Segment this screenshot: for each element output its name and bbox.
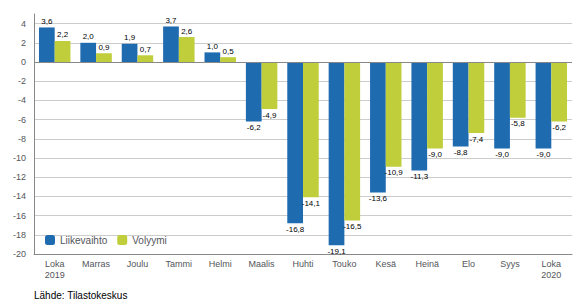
svg-text:Lähde: Tilastokeskus: Lähde: Tilastokeskus xyxy=(34,290,127,301)
svg-text:Joulu: Joulu xyxy=(127,259,149,269)
svg-text:2: 2 xyxy=(21,38,26,48)
svg-text:-14: -14 xyxy=(13,191,26,201)
svg-text:Touko: Touko xyxy=(332,259,356,269)
svg-text:0: 0 xyxy=(21,57,26,67)
svg-text:4: 4 xyxy=(21,19,26,29)
svg-text:-2: -2 xyxy=(18,76,26,86)
svg-text:-19,1: -19,1 xyxy=(327,247,346,256)
svg-text:-9,0: -9,0 xyxy=(495,150,509,159)
svg-text:Heinä: Heinä xyxy=(415,259,439,269)
svg-text:-4: -4 xyxy=(18,95,26,105)
svg-text:Loka: Loka xyxy=(542,259,562,269)
svg-text:1,9: 1,9 xyxy=(124,33,136,42)
svg-text:-18: -18 xyxy=(13,230,26,240)
svg-text:Elo: Elo xyxy=(462,259,475,269)
svg-text:2,2: 2,2 xyxy=(57,30,69,39)
svg-text:Helmi: Helmi xyxy=(209,259,232,269)
svg-text:-8,8: -8,8 xyxy=(454,148,468,157)
svg-text:3,7: 3,7 xyxy=(165,16,177,25)
svg-text:-6: -6 xyxy=(18,115,26,125)
svg-text:Marras: Marras xyxy=(82,259,111,269)
svg-text:-10,9: -10,9 xyxy=(385,168,404,177)
svg-text:-16,8: -16,8 xyxy=(286,225,305,234)
svg-text:-12: -12 xyxy=(13,172,26,182)
svg-text:Maalis: Maalis xyxy=(249,259,276,269)
svg-text:-20: -20 xyxy=(13,249,26,259)
svg-text:3,6: 3,6 xyxy=(41,17,53,26)
svg-text:-13,6: -13,6 xyxy=(369,194,388,203)
svg-text:-14,1: -14,1 xyxy=(302,199,321,208)
svg-text:2,6: 2,6 xyxy=(181,27,193,36)
svg-text:0,7: 0,7 xyxy=(140,45,152,54)
svg-text:-6,2: -6,2 xyxy=(552,123,566,132)
svg-text:-16,5: -16,5 xyxy=(343,222,362,231)
svg-text:-6,2: -6,2 xyxy=(247,123,261,132)
svg-text:2019: 2019 xyxy=(45,270,65,280)
svg-text:Liikevaihto: Liikevaihto xyxy=(60,235,108,246)
svg-text:2,0: 2,0 xyxy=(83,32,95,41)
svg-text:Volyymi: Volyymi xyxy=(132,235,166,246)
svg-text:-11,3: -11,3 xyxy=(410,172,428,181)
svg-text:-10: -10 xyxy=(13,153,26,163)
svg-text:1,0: 1,0 xyxy=(207,42,219,51)
svg-text:Huhti: Huhti xyxy=(292,259,313,269)
svg-text:0,9: 0,9 xyxy=(98,43,110,52)
svg-text:Kesä: Kesä xyxy=(376,259,397,269)
svg-text:-5,8: -5,8 xyxy=(511,119,525,128)
svg-text:0,5: 0,5 xyxy=(223,47,235,56)
svg-text:-7,4: -7,4 xyxy=(470,135,484,144)
svg-text:2020: 2020 xyxy=(541,270,561,280)
svg-text:-9,0: -9,0 xyxy=(428,150,442,159)
svg-text:-8: -8 xyxy=(18,134,26,144)
svg-text:Syys: Syys xyxy=(500,259,520,269)
svg-text:Tammi: Tammi xyxy=(166,259,193,269)
svg-text:Loka: Loka xyxy=(45,259,65,269)
svg-text:-9,0: -9,0 xyxy=(537,150,551,159)
svg-text:-4,9: -4,9 xyxy=(263,111,277,120)
svg-text:-16: -16 xyxy=(13,211,26,221)
